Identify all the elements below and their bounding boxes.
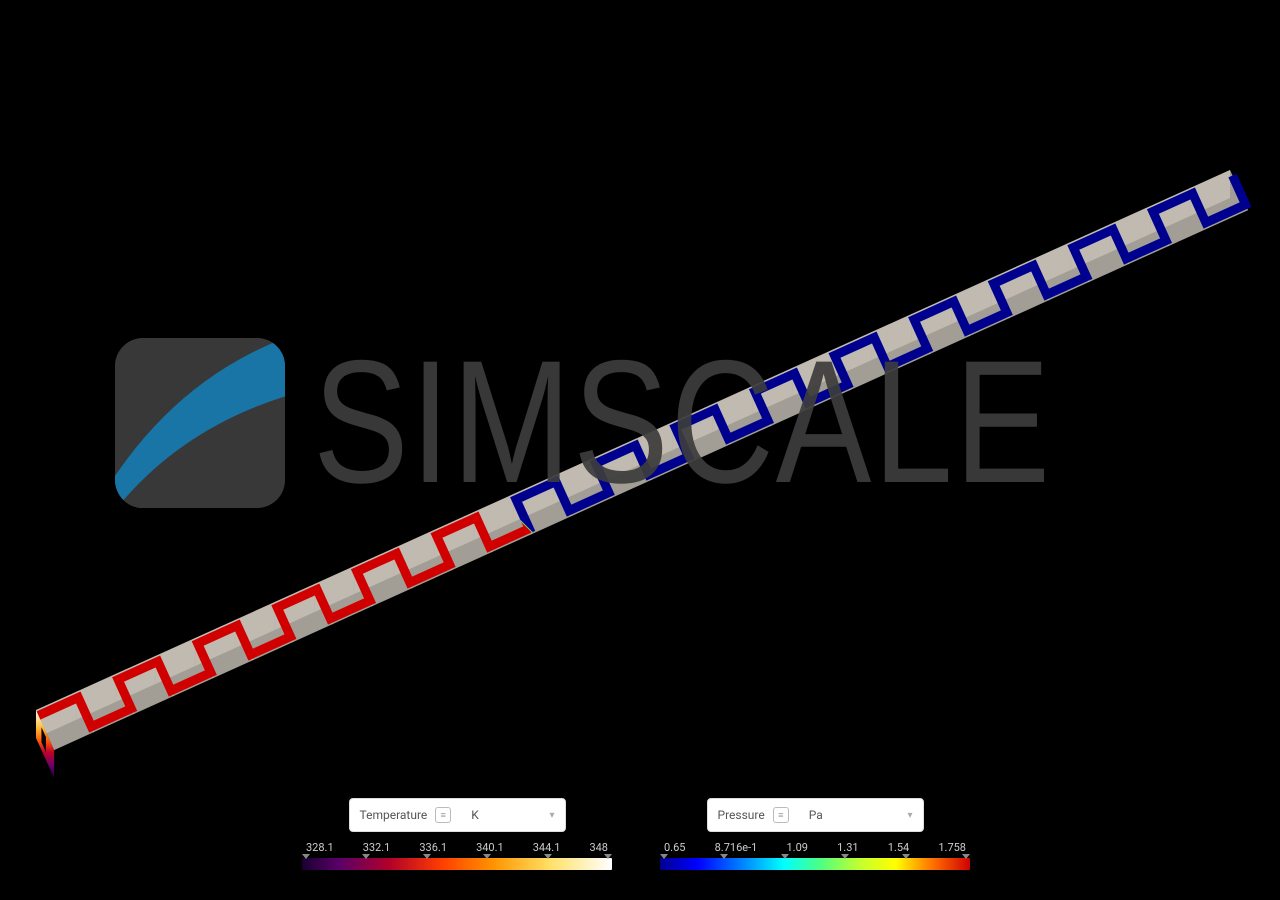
legend-pressure-colorbar[interactable] [660,858,970,870]
legend-pressure-label: Pressure [718,808,765,822]
legend-temperature-unit: K [471,808,541,822]
legend-pressure-selector[interactable]: Pressure ≡ Pa ▾ [707,798,924,832]
legend-tick: 8.716e-1 [715,841,758,854]
legend-tick: 340.1 [476,841,504,854]
legend-tick: 328.1 [306,841,334,854]
legend-tick: 1.758 [938,841,966,854]
legend-tick: 348 [589,841,608,854]
legend-tick: 336.1 [419,841,447,854]
simscale-logo-icon [115,338,285,508]
legend-temperature-selector[interactable]: Temperature ≡ K ▾ [349,798,566,832]
legend-tick: 1.09 [786,841,807,854]
viewport[interactable]: SIMSCALE Temperature ≡ K ▾ 328.1 332.1 336… [0,0,1280,900]
simscale-watermark-text: SIMSCALE [313,335,1052,510]
chevron-down-icon: ▾ [549,810,554,821]
legend-temperature: Temperature ≡ K ▾ 328.1 332.1 336.1 340.1 34… [302,798,612,870]
legend-pressure-ticks: 0.65 8.716e-1 1.09 1.31 1.54 1.758 [660,838,970,858]
legend-info-icon[interactable]: ≡ [773,807,789,823]
legend-temperature-label: Temperature [360,808,428,822]
legend-temperature-colorbar[interactable] [302,858,612,870]
simscale-watermark: SIMSCALE [115,335,1214,510]
legend-pressure: Pressure ≡ Pa ▾ 0.65 8.716e-1 1.09 1.31 1.54… [660,798,970,870]
legend-temperature-ticks: 328.1 332.1 336.1 340.1 344.1 348 [302,838,612,858]
legend-tick: 1.54 [888,841,909,854]
chevron-down-icon: ▾ [907,810,912,821]
legend-info-icon[interactable]: ≡ [435,807,451,823]
legend-pressure-unit: Pa [809,808,900,822]
legend-tick: 1.31 [837,841,858,854]
legend-tick: 332.1 [363,841,391,854]
legend-tick: 344.1 [533,841,561,854]
legend-tick: 0.65 [664,841,685,854]
